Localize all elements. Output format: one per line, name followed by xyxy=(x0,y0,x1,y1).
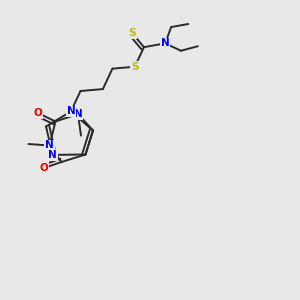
Text: S: S xyxy=(131,62,139,72)
Text: N: N xyxy=(74,109,82,119)
Text: N: N xyxy=(161,38,170,48)
Text: N: N xyxy=(67,106,75,116)
Text: S: S xyxy=(129,28,136,38)
Text: N: N xyxy=(48,150,57,160)
Text: O: O xyxy=(40,163,49,173)
Text: O: O xyxy=(34,108,43,118)
Text: N: N xyxy=(45,140,54,151)
